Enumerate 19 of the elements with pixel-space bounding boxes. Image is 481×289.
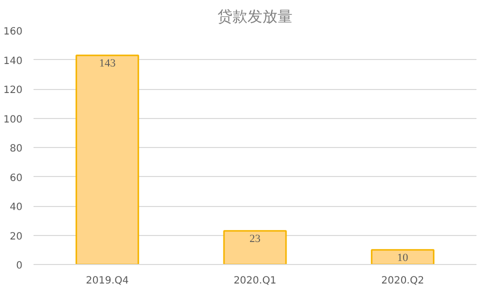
data-label: 143 (99, 57, 116, 70)
y-tick-label: 140 (3, 56, 23, 67)
bar (370, 249, 434, 264)
y-tick-label: 160 (3, 26, 23, 38)
y-tick-label: 40 (10, 202, 23, 213)
bar (76, 54, 140, 264)
y-tick-label: 100 (3, 114, 23, 126)
data-label: 23 (250, 232, 261, 245)
y-tick-label: 60 (10, 172, 23, 184)
y-tick-label: 120 (3, 85, 23, 96)
y-tick-label: 80 (10, 144, 23, 154)
x-tick-label: 2020.Q1 (234, 276, 276, 286)
y-tick-label: 20 (10, 231, 23, 242)
x-tick-label: 2019.Q4 (86, 276, 129, 286)
y-tick-label: 0 (16, 260, 23, 272)
data-label: 10 (397, 252, 409, 264)
chart-title: 贷款发放量 (218, 8, 292, 26)
x-tick-label: 2020.Q2 (381, 276, 424, 286)
bar (223, 230, 287, 264)
